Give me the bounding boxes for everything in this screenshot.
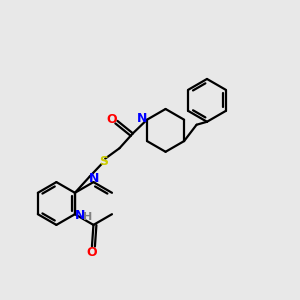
Text: N: N <box>75 209 86 222</box>
Text: N: N <box>136 112 147 125</box>
Text: S: S <box>99 155 108 168</box>
Text: N: N <box>89 172 99 185</box>
Text: O: O <box>87 246 97 259</box>
Text: O: O <box>106 113 117 126</box>
Text: H: H <box>83 212 92 222</box>
